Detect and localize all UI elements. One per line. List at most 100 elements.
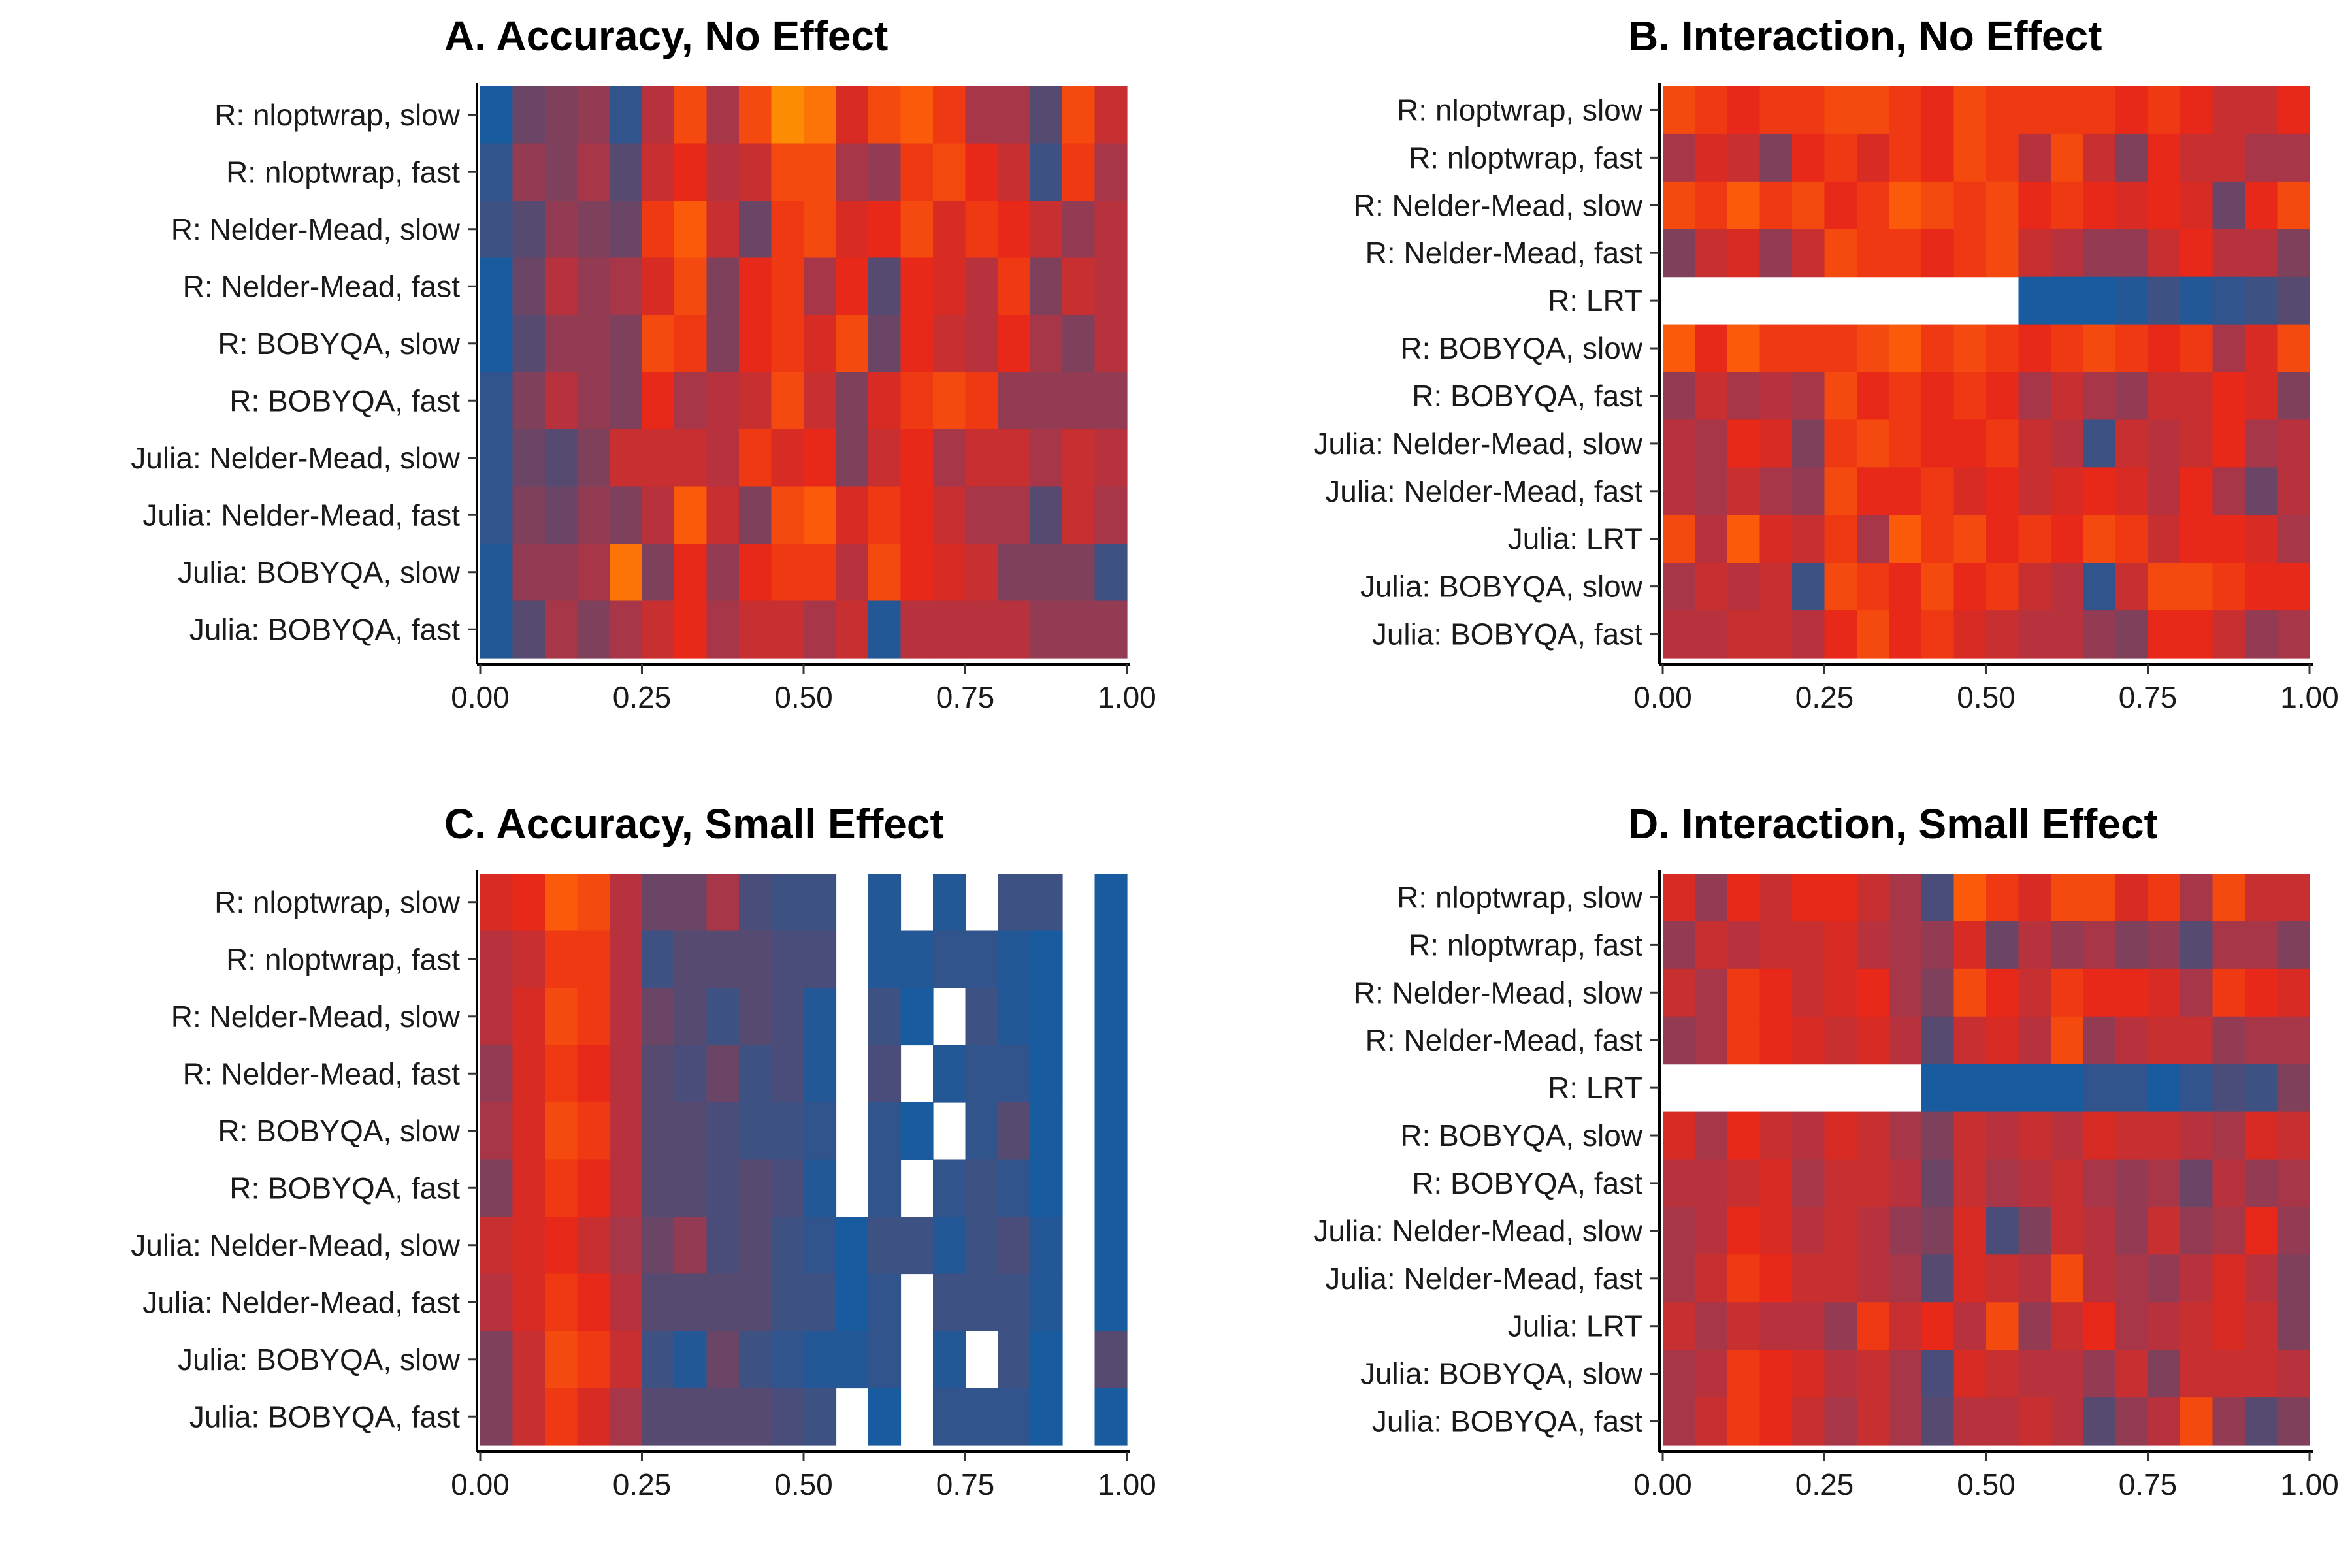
- heatmap-cell: [2115, 86, 2149, 135]
- heatmap-cell: [1986, 921, 2019, 970]
- heatmap-cell: [545, 600, 578, 659]
- heatmap-cell: [2212, 1397, 2246, 1446]
- heatmap-cell: [1889, 419, 1922, 468]
- heatmap-cell: [2083, 563, 2116, 611]
- heatmap-cell: [1889, 1302, 1922, 1350]
- heatmap-cell: [1889, 1159, 1922, 1208]
- heatmap-cell: [706, 372, 740, 430]
- heatmap-cell: [2277, 1016, 2310, 1065]
- heatmap-cell: [2051, 181, 2084, 230]
- heatmap-cell: [1094, 600, 1128, 659]
- heatmap-cell: [933, 86, 966, 144]
- heatmap-cell: [674, 201, 708, 259]
- heatmap-cell: [739, 1217, 772, 1275]
- heatmap-cell: [2018, 921, 2051, 970]
- heatmap-cell: [2277, 1397, 2310, 1446]
- heatmap-cell: [739, 544, 772, 602]
- heatmap-cell: [1857, 229, 1890, 278]
- heatmap-cell: [577, 1217, 610, 1275]
- heatmap-cell: [1986, 563, 2019, 611]
- panel-title: D. Interaction, Small Effect: [1628, 800, 2158, 847]
- heatmap-cell: [1663, 874, 1696, 922]
- heatmap-cell: [836, 1273, 869, 1331]
- heatmap-cell: [739, 86, 772, 144]
- row-label: R: BOBYQA, slow: [218, 327, 460, 361]
- heatmap-cell: [1663, 515, 1696, 563]
- heatmap-cell: [610, 1273, 643, 1331]
- heatmap-cell: [2083, 1397, 2116, 1446]
- row-label: R: Nelder-Mead, fast: [1365, 236, 1643, 270]
- heatmap-cell: [1663, 181, 1696, 230]
- heatmap-cell: [965, 143, 998, 201]
- heatmap-cell: [1792, 229, 1825, 278]
- heatmap-cell: [577, 874, 610, 932]
- heatmap-cell: [1824, 1016, 1857, 1065]
- x-tick-label: 1.00: [2280, 1467, 2339, 1501]
- heatmap-cell: [642, 1331, 675, 1389]
- heatmap-cell: [1857, 874, 1890, 922]
- heatmap-cell: [512, 1388, 546, 1446]
- heatmap-cell: [2018, 1111, 2051, 1160]
- heatmap-cell: [1953, 1350, 1987, 1398]
- heatmap-cell: [933, 600, 966, 659]
- row-label: Julia: BOBYQA, slow: [178, 1343, 461, 1377]
- heatmap-cell: [1030, 143, 1063, 201]
- heatmap-cell: [545, 86, 578, 144]
- heatmap-cell: [2018, 1397, 2051, 1446]
- row-label: Julia: BOBYQA, slow: [178, 555, 461, 589]
- heatmap-cell: [2180, 921, 2213, 970]
- heatmap-cell: [480, 143, 514, 201]
- heatmap-cell: [1695, 324, 1728, 373]
- heatmap-cells: [1663, 86, 2310, 659]
- heatmap-cell: [1824, 515, 1857, 563]
- heatmap-cell: [1857, 86, 1890, 135]
- heatmap-cell: [1759, 563, 1793, 611]
- heatmap-cell: [1759, 86, 1793, 135]
- heatmap-cell: [1727, 86, 1761, 135]
- heatmap-cell: [2277, 1111, 2310, 1160]
- heatmap-cell: [2277, 229, 2310, 278]
- heatmap-cell: [1695, 1207, 1728, 1255]
- heatmap-cell: [1727, 1016, 1761, 1065]
- heatmap-cell: [706, 257, 740, 316]
- row-label: R: Nelder-Mead, fast: [1365, 1023, 1643, 1057]
- heatmap-cell: [2245, 1111, 2278, 1160]
- heatmap-cell: [1062, 600, 1096, 659]
- heatmap-cell: [2180, 563, 2213, 611]
- heatmap-cell: [2051, 1159, 2084, 1208]
- heatmap-cell: [2051, 276, 2084, 325]
- heatmap-cell: [512, 86, 546, 144]
- heatmap-cell: [739, 1102, 772, 1160]
- heatmap-cell: [836, 544, 869, 602]
- heatmap-cell: [1727, 1397, 1761, 1446]
- heatmap-cell: [642, 930, 675, 988]
- heatmap-cell: [965, 372, 998, 430]
- heatmap-cell: [2245, 515, 2278, 563]
- heatmap-cell: [998, 1159, 1031, 1217]
- heatmap-cell: [1030, 201, 1063, 259]
- heatmap-cell: [706, 874, 740, 932]
- heatmap-cell: [2180, 372, 2213, 421]
- heatmap-cell: [1953, 181, 1987, 230]
- heatmap-cell: [998, 1388, 1031, 1446]
- heatmap-cell: [1986, 1302, 2019, 1350]
- row-label: Julia: BOBYQA, slow: [1360, 1357, 1643, 1391]
- heatmap-cell: [998, 930, 1031, 988]
- heatmap-cell: [868, 315, 902, 373]
- heatmap-cell: [706, 486, 740, 544]
- heatmap-cell: [2245, 610, 2278, 659]
- heatmap-cell: [512, 988, 546, 1046]
- heatmap-cell: [1824, 1159, 1857, 1208]
- heatmap-cell: [545, 486, 578, 544]
- x-tick-label: 0.75: [2119, 680, 2178, 714]
- heatmap-cell: [1094, 257, 1128, 316]
- heatmap-cell: [1857, 610, 1890, 659]
- heatmap-cell: [545, 1217, 578, 1275]
- heatmap-cell: [2051, 1254, 2084, 1303]
- heatmap-cell: [739, 1045, 772, 1103]
- heatmap-cell: [1921, 1064, 1955, 1113]
- heatmap-cell: [2018, 133, 2051, 182]
- heatmap-cell: [771, 143, 804, 201]
- heatmap-cell: [868, 988, 902, 1046]
